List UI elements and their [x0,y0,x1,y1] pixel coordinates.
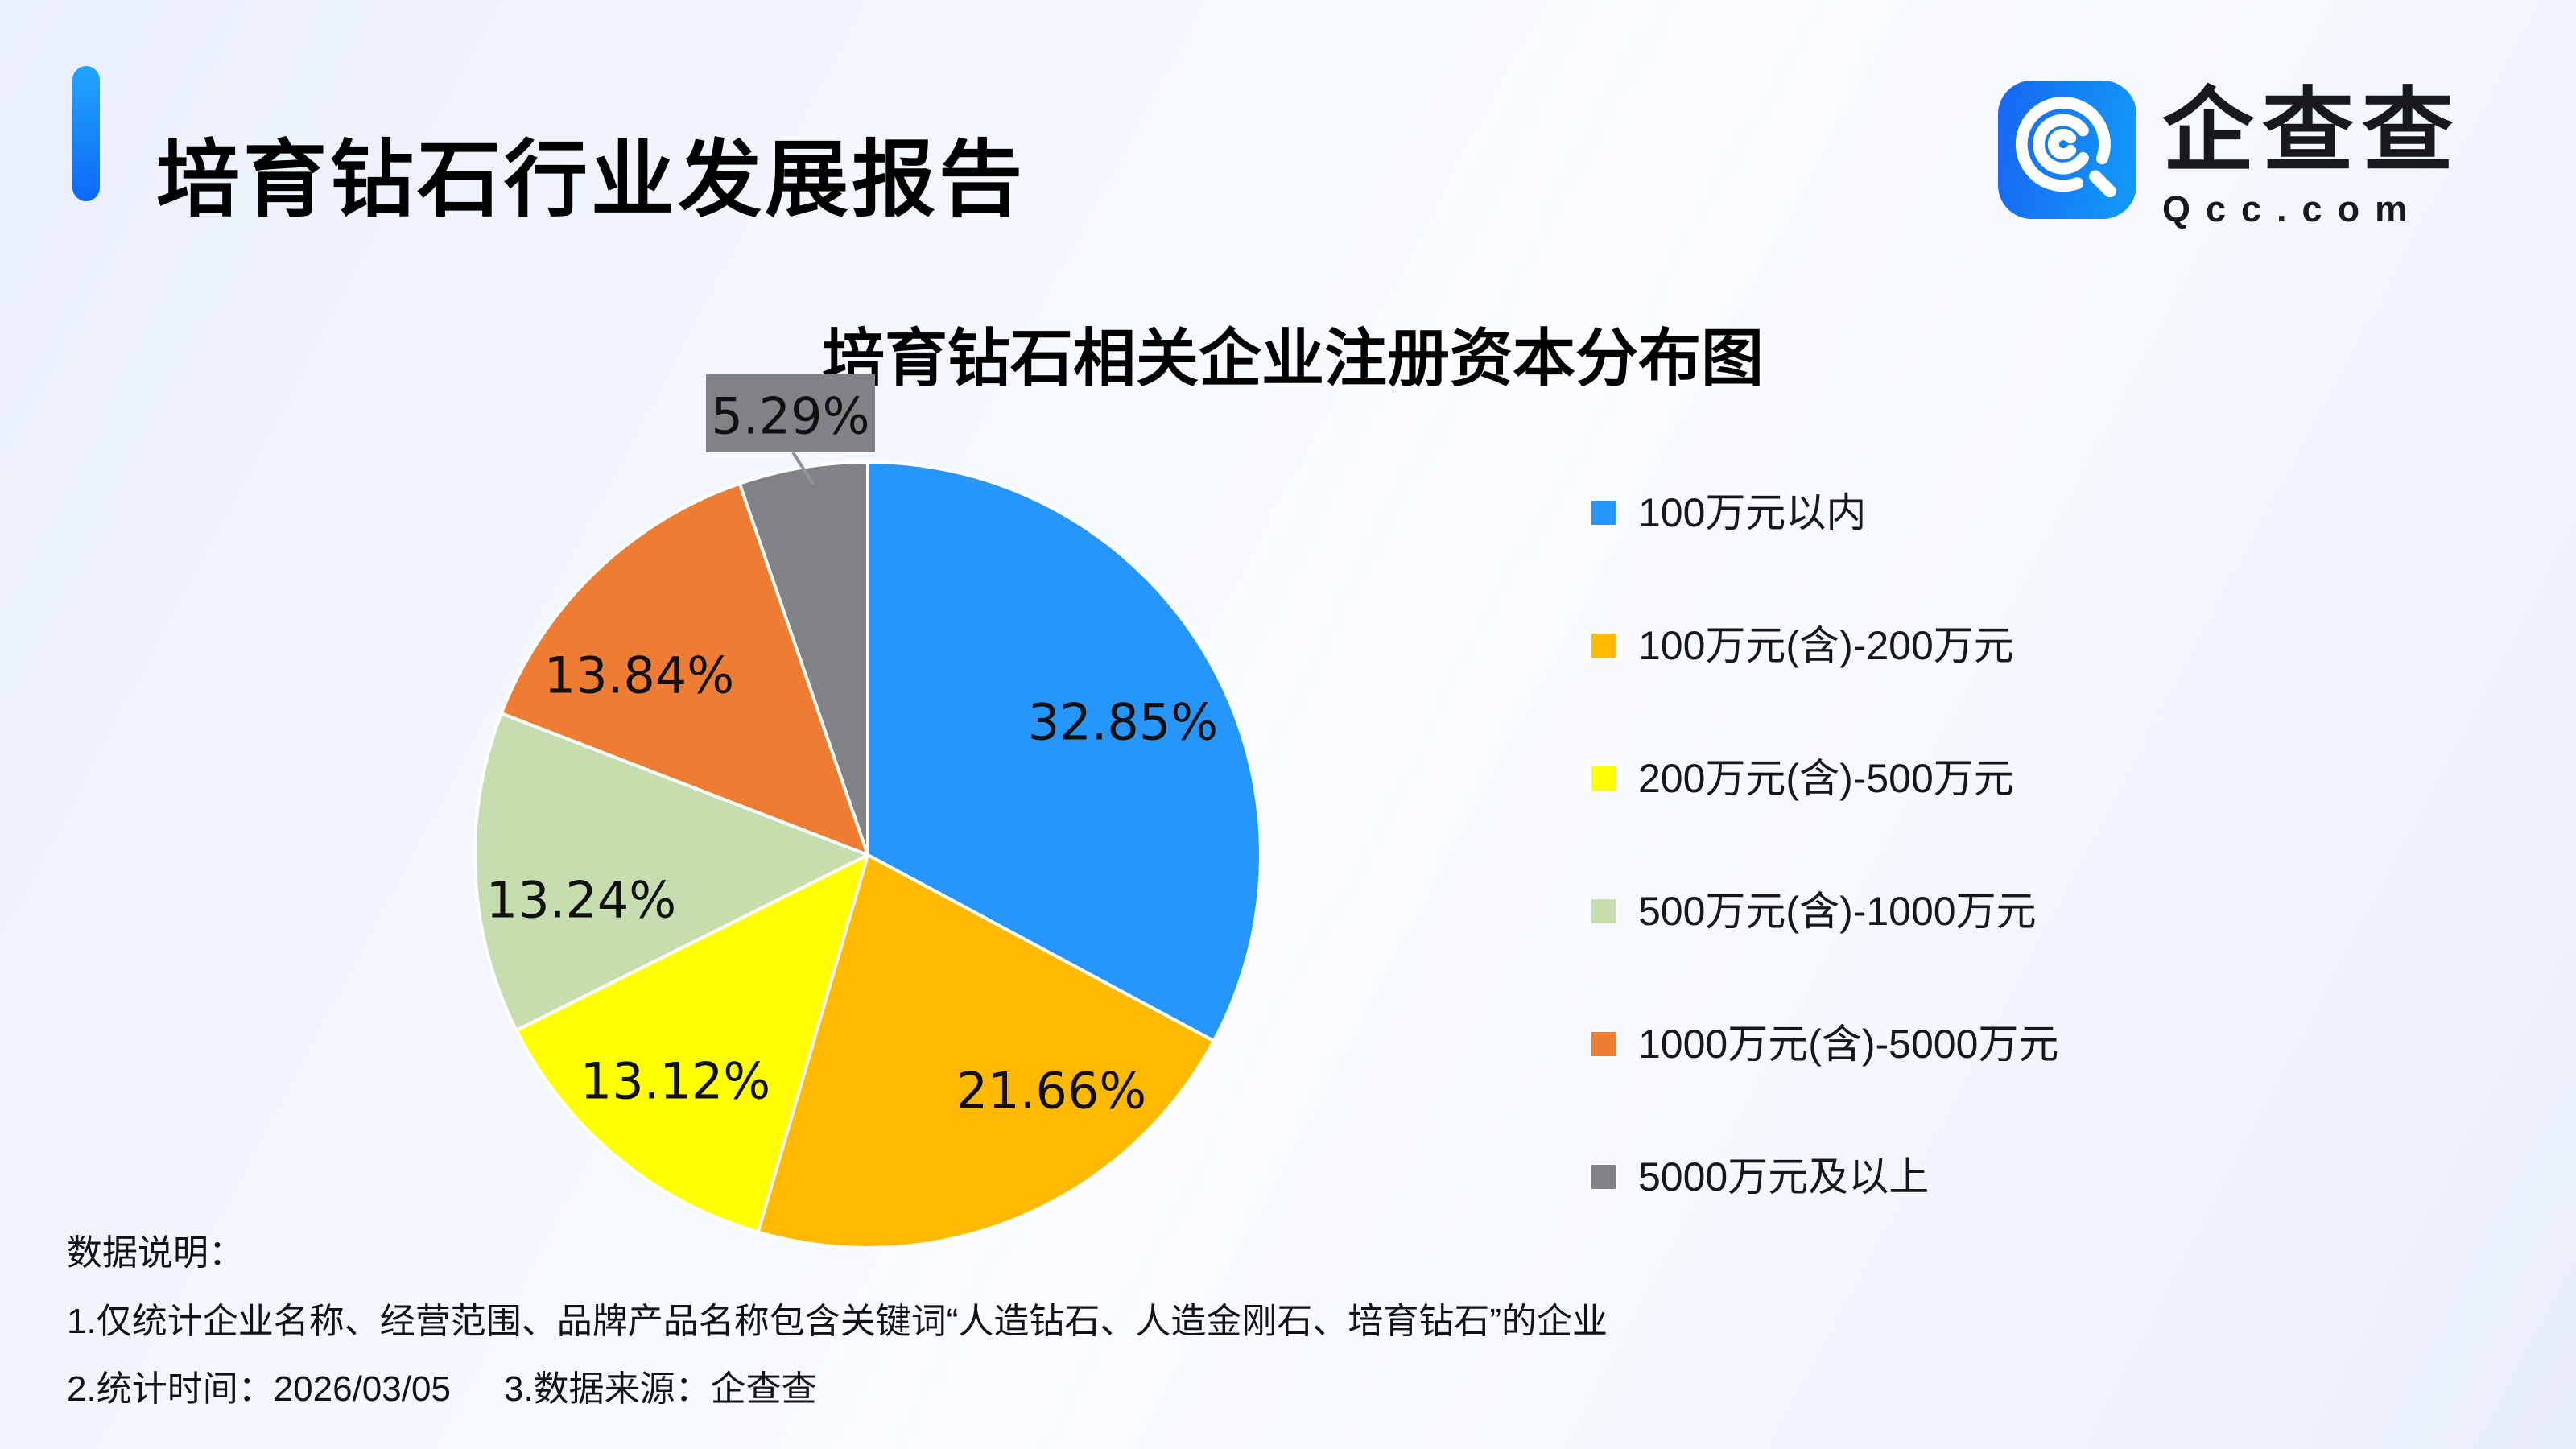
logo-text: 企查查 Qcc.com [2162,80,2462,230]
legend-item-0[interactable]: 100万元以内 [1590,492,2058,534]
slice-value-label-0: 32.85% [1028,693,1218,752]
legend-swatch-3 [1590,898,1617,925]
legend-item-1[interactable]: 100万元(含)-200万元 [1590,625,2058,667]
data-source: 3.数据来源：企查查 [503,1369,817,1409]
pie-slice-0[interactable] [866,460,1262,1043]
legend-swatch-2 [1590,765,1617,792]
legend-label-5: 5000万元及以上 [1638,1154,1930,1199]
slice-value-label-3: 13.24% [486,871,676,930]
legend-item-4[interactable]: 1000万元(含)-5000万元 [1590,1023,2058,1065]
pie-legend: 100万元以内 100万元(含)-200万元 200万元(含)-500万元 500万元… [1590,492,2058,1289]
qcc-logo-icon [1998,80,2136,219]
qcc-logo: 企查查 Qcc.com [1998,80,2521,250]
notes-line1: 1.仅统计企业名称、经营范围、品牌产品名称包含关键词“人造钻石、人造金刚石、培育… [67,1302,1608,1341]
data-notes: 数据说明： 1.仅统计企业名称、经营范围、品牌产品名称包含关键词“人造钻石、人造… [67,1236,1608,1407]
slice-value-label-5: 5.29% [712,387,870,446]
logo-brand-name: 企查查 [2162,80,2462,183]
pie-slice-3[interactable] [473,712,869,1032]
legend-label-0: 100万元以内 [1638,490,1867,535]
pie-slice-2[interactable] [514,853,869,1234]
slice-value-label-1: 21.66% [956,1062,1146,1121]
magnifier-handle [2089,170,2116,198]
legend-swatch-5 [1590,1163,1617,1191]
slice-value-label-2: 13.12% [580,1052,770,1111]
legend-swatch-1 [1590,632,1617,659]
page-title: 培育钻石行业发展报告 [156,133,1026,227]
outer-ring [2015,97,2111,192]
pie-slice-4[interactable] [499,481,869,857]
pie-slice-1[interactable] [756,853,1216,1249]
stat-time: 2.统计时间：2026/03/05 [67,1369,451,1409]
legend-label-3: 500万元(含)-1000万元 [1638,889,2037,934]
callout-box [706,374,875,452]
legend-swatch-4 [1590,1030,1617,1058]
legend-label-2: 200万元(含)-500万元 [1638,756,2014,801]
legend-label-1: 100万元(含)-200万元 [1638,623,2014,668]
notes-heading: 数据说明： [67,1233,244,1273]
logo-domain: Qcc.com [2162,188,2423,229]
legend-item-2[interactable]: 200万元(含)-500万元 [1590,758,2058,799]
legend-swatch-0 [1590,499,1617,526]
callout-leader-line [791,451,815,485]
slice-value-label-4: 13.84% [544,646,734,705]
legend-item-3[interactable]: 500万元(含)-1000万元 [1590,890,2058,932]
inner-c [2047,129,2077,160]
legend-label-4: 1000万元(含)-5000万元 [1638,1022,2059,1067]
middle-c-ring [2033,114,2089,175]
accent-bar [72,66,100,201]
notes-line2: 2.统计时间：2026/03/05 3.数据来源：企查查 [67,1372,1608,1407]
chart-title: 培育钻石相关企业注册资本分布图 [821,322,1765,394]
magnifier-q-icon [2015,97,2116,198]
legend-item-5[interactable]: 5000万元及以上 [1590,1156,2058,1198]
